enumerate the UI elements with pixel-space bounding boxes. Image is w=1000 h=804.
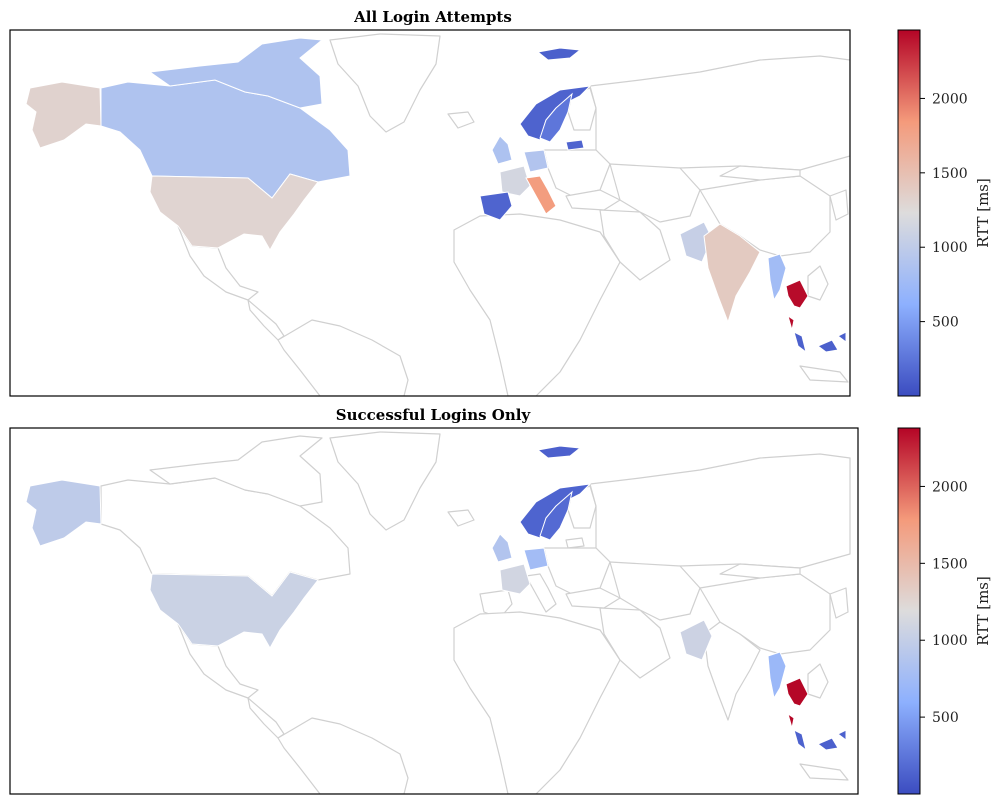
country-iceland [447, 509, 475, 527]
country-pakistan [679, 619, 713, 661]
country-turkey-caucasus [565, 189, 621, 211]
country-central-america [247, 299, 285, 341]
country-japan-korea [829, 587, 849, 619]
colorbar-tick-label: 1500 [932, 166, 968, 182]
country-central-asia [609, 163, 701, 223]
country-myanmar [767, 253, 787, 302]
colorbar-tick-label: 2000 [932, 479, 968, 495]
map-frame [9, 427, 859, 795]
country-iceland [447, 111, 475, 129]
country-spain [479, 191, 513, 221]
country-eastern-europe [543, 149, 611, 197]
country-mongolia [719, 165, 801, 181]
map-svg-successful: Successful Logins Only 500 1000 1500 2000 R… [9, 406, 992, 795]
country-germany [523, 149, 549, 173]
country-africa [453, 611, 621, 794]
country-india [703, 223, 761, 324]
country-russia [589, 453, 851, 575]
map-title: All Login Attempts [353, 8, 512, 26]
colorbar-tick-label: 1000 [932, 240, 968, 256]
map-frame [9, 29, 851, 397]
choropleth [25, 445, 847, 752]
country-indonesia [799, 365, 849, 383]
country-philippines [837, 331, 847, 343]
country-russia [589, 55, 850, 177]
colorbar-tick-label: 500 [932, 710, 959, 726]
country-south-america [277, 717, 409, 794]
basemap [177, 33, 850, 396]
colorbar-tick-label: 2000 [932, 91, 968, 107]
country-borneo [817, 737, 839, 751]
country-indochina [807, 265, 829, 301]
country-united-kingdom [491, 533, 513, 563]
country-south-america [277, 319, 409, 396]
colorbar: 500 1000 1500 2000 RTT [ms] [897, 29, 992, 397]
country-japan-korea [829, 189, 849, 221]
country-latvia [565, 537, 585, 549]
country-central-asia [609, 561, 701, 621]
country-middle-east [599, 209, 671, 281]
country-thailand [785, 279, 809, 309]
colorbar-tick-label: 1500 [932, 556, 968, 572]
country-africa [453, 213, 621, 396]
choropleth [25, 37, 847, 354]
country-france [499, 563, 531, 595]
country-philippines [837, 729, 847, 741]
country-sweden [539, 92, 573, 143]
country-thailand [785, 677, 809, 707]
country-united-kingdom [491, 135, 513, 165]
country-sweden [539, 490, 573, 541]
colorbar-gradient [897, 427, 921, 795]
map-land-group [25, 33, 850, 396]
country-indochina [807, 663, 829, 699]
country-central-america [247, 697, 285, 739]
country-turkey-caucasus [565, 587, 621, 609]
country-italy [525, 573, 557, 613]
country-malaysia [793, 729, 807, 752]
country-greenland [329, 431, 441, 531]
country-svalbard [536, 47, 582, 61]
basemap [100, 431, 851, 794]
map-title: Successful Logins Only [336, 406, 532, 424]
colorbar-tick-label: 500 [932, 315, 959, 331]
country-alaska [25, 81, 102, 149]
colorbar-gradient [897, 29, 921, 397]
country-middle-east [599, 607, 671, 679]
colorbar-label: RTT [ms] [974, 576, 992, 646]
map-panel-all: All Login Attempts 500 1000 1500 2000 RTT [… [0, 0, 1000, 398]
country-germany [523, 547, 549, 571]
country-greenland [329, 33, 441, 133]
country-indonesia [799, 763, 849, 781]
country-mongolia [719, 563, 801, 579]
country-myanmar [767, 651, 787, 700]
country-southern-thailand [787, 314, 795, 331]
country-svalbard [536, 445, 582, 459]
country-eastern-europe [543, 547, 611, 595]
colorbar-label: RTT [ms] [974, 178, 992, 248]
country-southern-thailand [787, 712, 795, 729]
country-italy [525, 175, 557, 215]
map-land-group [25, 431, 851, 794]
colorbar-tick-label: 1000 [932, 633, 968, 649]
country-malaysia [793, 331, 807, 354]
country-alaska [25, 479, 102, 547]
country-france [499, 165, 531, 197]
country-united-states [149, 571, 319, 650]
country-united-states [149, 173, 319, 252]
country-borneo [817, 339, 839, 353]
country-canadian-arctic-islands [149, 435, 323, 507]
map-svg-all: All Login Attempts 500 1000 1500 2000 RTT [… [9, 8, 992, 397]
country-canadian-arctic-islands [148, 37, 324, 109]
map-panel-successful: Successful Logins Only 500 1000 1500 2000 R… [0, 398, 1000, 796]
colorbar: 500 1000 1500 2000 RTT [ms] [897, 427, 992, 795]
country-latvia [565, 139, 585, 151]
